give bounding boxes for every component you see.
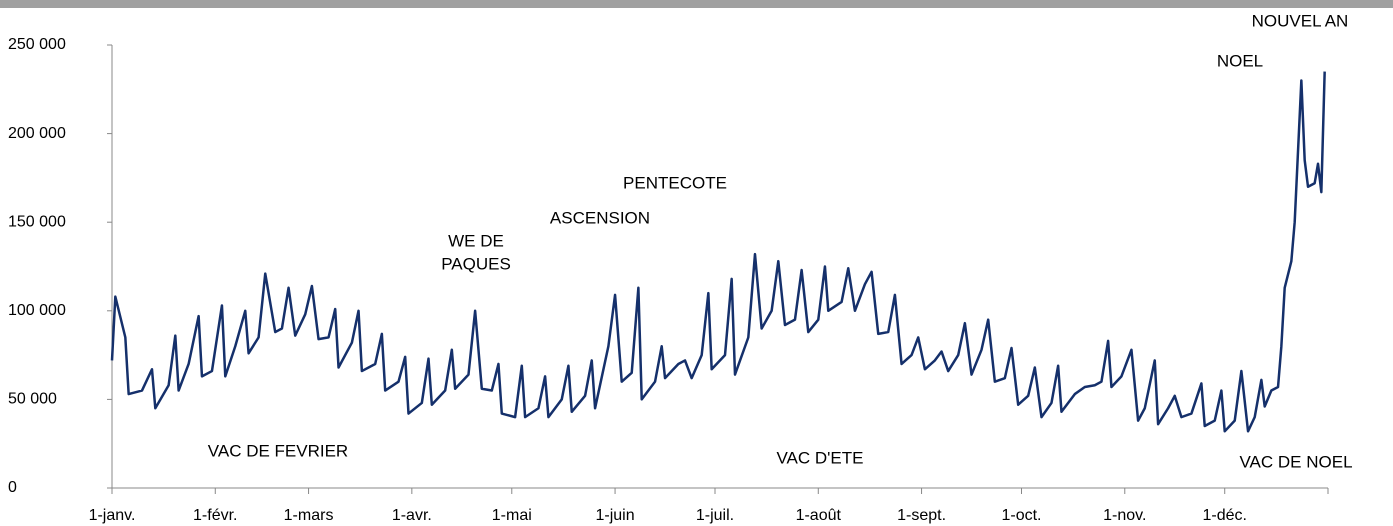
- x-tick-label: 1-juin: [595, 507, 634, 524]
- line-series: [110, 71, 1326, 433]
- annotation: ASCENSION: [550, 208, 650, 227]
- annotation: VAC DE FEVRIER: [208, 441, 348, 460]
- y-tick-label: 0: [8, 479, 17, 496]
- annotation: NOEL: [1217, 51, 1263, 70]
- y-tick-label: 100 000: [8, 302, 66, 319]
- y-tick-label: 250 000: [8, 36, 66, 53]
- annotation: PENTECOTE: [623, 173, 727, 192]
- x-tick-label: 1-déc.: [1202, 507, 1246, 524]
- x-tick-label: 1-mars: [284, 507, 334, 524]
- x-tick-label: 1-juil.: [696, 507, 734, 524]
- x-tick-label: 1-oct.: [1001, 507, 1041, 524]
- x-tick-label: 1-janv.: [89, 507, 136, 524]
- annotation: VAC DE NOEL: [1239, 452, 1352, 471]
- x-tick-label: 1-août: [796, 507, 842, 524]
- annotation: VAC D'ETE: [776, 448, 863, 467]
- y-tick-label: 50 000: [8, 391, 57, 408]
- x-tick-label: 1-mai: [492, 507, 532, 524]
- x-tick-label: 1-nov.: [1103, 507, 1146, 524]
- annotation: PAQUES: [441, 254, 511, 273]
- x-tick-label: 1-févr.: [193, 507, 237, 524]
- annotation: NOUVEL AN: [1252, 11, 1349, 30]
- y-tick-label: 150 000: [8, 213, 66, 230]
- top-bar: [0, 0, 1393, 8]
- annotation: WE DE: [448, 231, 504, 250]
- x-tick-label: 1-avr.: [392, 507, 432, 524]
- x-tick-label: 1-sept.: [897, 507, 946, 524]
- y-tick-label: 200 000: [8, 125, 66, 142]
